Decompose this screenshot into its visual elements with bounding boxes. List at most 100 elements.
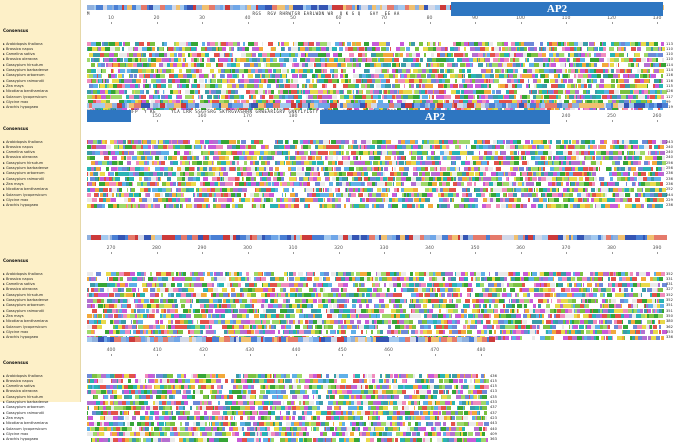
conservation-cell	[87, 5, 94, 10]
species-name: ▸ Gossypium arboreum	[3, 171, 45, 175]
sequence-row	[87, 156, 663, 160]
residue-block	[662, 47, 665, 51]
residue-end-position: 236	[666, 171, 673, 175]
sequence-row	[87, 53, 663, 57]
consensus-label: Consensus	[3, 28, 28, 33]
ruler-number: 110	[562, 16, 571, 21]
sequence-row	[87, 74, 663, 78]
residue-block	[662, 156, 665, 160]
residue-block	[659, 84, 663, 88]
conservation-cell	[265, 5, 272, 10]
sequence-row	[87, 151, 663, 155]
residue-block	[662, 58, 664, 62]
ruler-tick	[612, 22, 613, 24]
conservation-cell	[221, 103, 228, 108]
conservation-cell	[273, 103, 280, 108]
conservation-cell	[330, 103, 337, 108]
residue-end-position: 117	[666, 95, 673, 99]
residue-end-position: 115	[666, 84, 673, 88]
ruler-number: 180	[289, 114, 298, 119]
species-name: ▸ Nicotiana benthamiana	[3, 187, 48, 191]
ruler-number: 170	[243, 114, 252, 119]
conservation-cell	[96, 5, 103, 10]
ruler-number: 160	[198, 114, 207, 119]
conservation-cell	[266, 103, 273, 108]
ruler-number: 100	[516, 16, 525, 21]
species-name: ▸ Brassica oleracea	[3, 57, 38, 61]
residue-block	[660, 151, 665, 155]
conservation-cell	[188, 103, 195, 108]
residue-end-position: 110	[666, 47, 673, 51]
conservation-cell	[165, 5, 172, 10]
ruler-tick	[157, 22, 158, 24]
ruler-number: 30	[199, 16, 205, 21]
residue-block	[660, 145, 664, 149]
ruler-tick	[248, 120, 249, 122]
residue-block	[662, 167, 665, 171]
species-name: ▸ Gossypium arboreum	[3, 73, 45, 77]
residue-block	[661, 95, 664, 99]
ruler-tick	[612, 120, 613, 122]
ruler-number: 20	[154, 16, 160, 21]
residue-end-position: 252	[666, 187, 673, 191]
ruler-number: 90	[472, 16, 478, 21]
conservation-cell	[134, 103, 141, 108]
residue-end-position: 110	[666, 52, 673, 56]
sequence-row	[87, 47, 663, 51]
residue-end-position: 126	[666, 89, 673, 93]
residue-end-position: 240	[666, 145, 673, 149]
sequence-row	[87, 69, 663, 73]
residue-end-position: 116	[666, 79, 673, 83]
ruler-tick	[657, 120, 658, 122]
ruler-tick	[293, 120, 294, 122]
ruler-tick	[657, 22, 658, 24]
ruler-number: 50	[290, 16, 296, 21]
residue-end-position: 114	[666, 68, 673, 72]
ruler-number: 260	[653, 114, 662, 119]
ruler-tick	[566, 22, 567, 24]
ruler-tick	[293, 22, 294, 24]
conservation-cell	[233, 5, 240, 10]
species-name: ▸ Brassica napus	[3, 145, 33, 149]
sequence-row	[87, 63, 663, 67]
residue-block	[658, 53, 663, 57]
ruler-number: 60	[336, 16, 342, 21]
conservation-cell	[323, 103, 330, 108]
ruler-tick	[111, 22, 112, 24]
conservation-cell	[212, 103, 219, 108]
sequence-row	[87, 177, 663, 181]
ruler-tick	[202, 22, 203, 24]
conservation-cell	[394, 103, 401, 108]
conservation-cell	[258, 5, 265, 10]
species-name: ▸ Brassica oleracea	[3, 155, 38, 159]
conservation-cell	[398, 5, 405, 10]
residue-end-position: 114	[666, 63, 673, 67]
sequence-row	[87, 42, 663, 46]
residue-block	[660, 182, 663, 186]
consensus-label: Consensus	[3, 126, 28, 131]
conservation-cell	[579, 103, 586, 108]
conservation-cell	[638, 103, 645, 108]
species-name: ▸ Gossypium raimondii	[3, 79, 44, 83]
species-name: ▸ Arachis hypogaea	[3, 105, 38, 109]
conservation-cell	[545, 103, 552, 108]
residue-block	[659, 69, 664, 73]
species-name: ▸ Gossypium barbadense	[3, 68, 48, 72]
species-name: ▸ Solanum lycopersicum	[3, 95, 47, 99]
sequence-row	[87, 193, 663, 197]
sequence-row	[87, 188, 663, 192]
conservation-cell	[202, 5, 209, 10]
ruler-tick	[475, 22, 476, 24]
conservation-cell	[586, 103, 593, 108]
ruler-number: 40	[245, 16, 251, 21]
conservation-cell	[167, 103, 174, 108]
residue-end-position: 240	[666, 155, 673, 159]
ruler-number: 130	[653, 16, 662, 21]
conservation-cell	[405, 103, 412, 108]
species-name: ▸ Solanum lycopersicum	[3, 193, 47, 197]
conservation-cell	[332, 5, 339, 10]
ruler-number: 240	[562, 114, 571, 119]
conservation-cell	[105, 103, 112, 108]
conservation-cell	[572, 103, 579, 108]
species-name: ▸ Glycine max	[3, 100, 28, 104]
